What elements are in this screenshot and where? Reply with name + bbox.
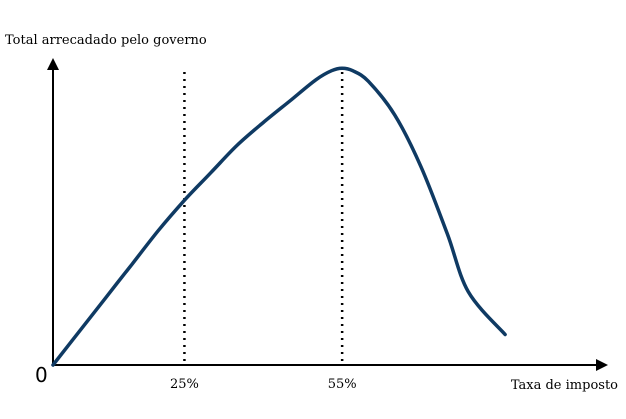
y-axis-label: Total arrecadado pelo governo [5, 33, 207, 48]
x-axis-label: Taxa de imposto [511, 378, 618, 393]
x-tick-label: 55% [328, 377, 357, 392]
revenue-curve [51, 66, 507, 367]
x-tick-labels: 25% 55% [170, 377, 357, 392]
origin-label: 0 [35, 363, 48, 387]
x-tick-label: 25% [170, 377, 199, 392]
reference-lines [183, 72, 344, 365]
